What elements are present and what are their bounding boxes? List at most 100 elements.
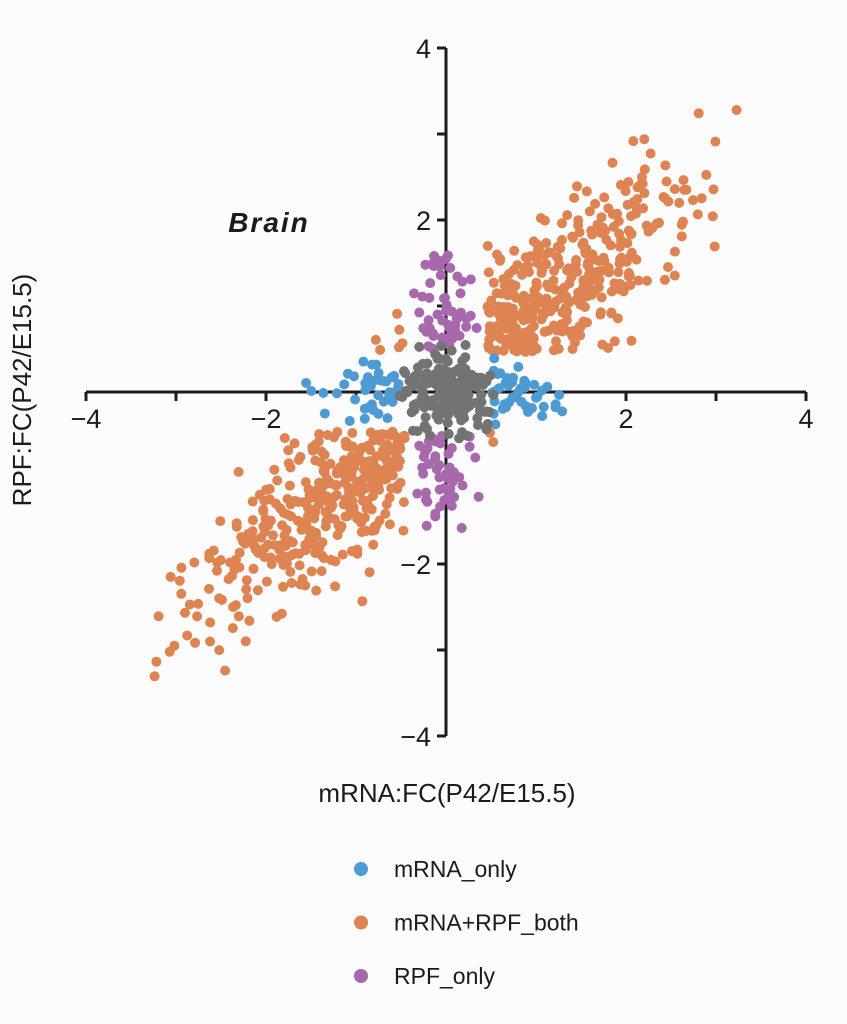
scatter-point [267, 530, 278, 541]
scatter-point [343, 467, 354, 478]
scatter-point [502, 290, 513, 301]
scatter-point [220, 665, 231, 676]
scatter-point [271, 611, 282, 622]
scatter-point [368, 539, 379, 550]
scatter-point [491, 288, 502, 299]
scatter-point [344, 416, 355, 426]
scatter-point [176, 562, 187, 573]
scatter-point [321, 516, 332, 527]
scatter-point [488, 389, 499, 400]
scatter-point [574, 227, 585, 238]
scatter-point [349, 371, 359, 382]
scatter-point [420, 259, 431, 270]
scatter-point [283, 458, 294, 469]
scatter-point [532, 257, 543, 268]
scatter-point [435, 501, 446, 512]
scatter-point [375, 344, 386, 355]
scatter-point [437, 315, 448, 326]
scatter-point [419, 402, 430, 413]
scatter-point [419, 376, 430, 387]
scatter-point [642, 275, 652, 286]
scatter-point [357, 596, 368, 607]
scatter-point [409, 288, 419, 299]
scatter-point [306, 386, 317, 396]
scatter-point [394, 456, 405, 467]
scatter-point [643, 226, 654, 237]
legend-label: RPF_only [394, 963, 495, 989]
scatter-point [509, 245, 520, 256]
scatter-point [731, 105, 742, 115]
scatter-point [275, 503, 286, 514]
scatter-point [446, 345, 457, 356]
scatter-point [463, 370, 474, 381]
scatter-point [448, 401, 458, 412]
scatter-point [234, 547, 245, 558]
scatter-point [389, 370, 400, 381]
scatter-point [463, 389, 474, 400]
scatter-point [488, 437, 499, 448]
scatter-point [285, 499, 296, 510]
scatter-point [355, 488, 366, 498]
scatter-point [562, 265, 573, 276]
scatter-point [608, 221, 619, 232]
legend-marker [354, 862, 368, 876]
scatter-point [279, 433, 290, 443]
scatter-point [212, 565, 222, 576]
scatter-point [633, 275, 644, 286]
scatter-point [352, 476, 363, 487]
scatter-point [455, 288, 466, 299]
scatter-point [393, 342, 404, 353]
scatter-point [453, 311, 464, 322]
scatter-point [669, 184, 680, 195]
scatter-point [522, 402, 533, 413]
scatter-point [248, 563, 259, 574]
scatter-point [446, 329, 456, 340]
scatter-point [331, 388, 342, 399]
scatter-point [247, 496, 258, 507]
scatter-point [247, 515, 258, 526]
scatter-point [326, 554, 337, 565]
scatter-point [394, 390, 405, 401]
scatter-point [522, 327, 533, 338]
scatter-point [351, 452, 361, 462]
scatter-point [418, 468, 429, 479]
scatter-point [377, 429, 387, 440]
scatter-point [276, 540, 287, 550]
scatter-point [240, 636, 251, 647]
scatter-point [319, 408, 330, 419]
scatter-point [399, 366, 409, 377]
scatter-point [485, 370, 496, 381]
scatter-point [252, 544, 263, 555]
scatter-point [304, 493, 315, 504]
scatter-point [330, 581, 341, 592]
scatter-point [446, 306, 457, 317]
scatter-point [484, 306, 495, 317]
scatter-point [371, 473, 382, 484]
scatter-point [395, 477, 406, 488]
scatter-point [443, 448, 454, 459]
scatter-point [688, 195, 698, 206]
legend-label: mRNA+RPF_both [394, 910, 579, 936]
scatter-point [609, 336, 620, 347]
scatter-point [373, 408, 384, 419]
scatter-point [263, 539, 274, 550]
scatter-point [557, 284, 568, 295]
scatter-point [529, 379, 540, 390]
scatter-point [306, 525, 317, 536]
scatter-point [370, 334, 381, 345]
scatter-point [531, 392, 541, 403]
scatter-point [527, 313, 538, 324]
scatter-point [153, 611, 164, 622]
scatter-point [359, 413, 370, 424]
scatter-point [659, 274, 670, 285]
scatter-point [651, 218, 662, 229]
scatter-point [457, 276, 468, 287]
scatter-point [536, 314, 547, 325]
scatter-point [387, 396, 398, 407]
scatter-point [310, 504, 321, 515]
scatter-point [446, 500, 457, 511]
scatter-point [489, 353, 500, 364]
scatter-point [375, 375, 386, 386]
scatter-point [581, 243, 592, 254]
scatter-point [603, 343, 614, 353]
